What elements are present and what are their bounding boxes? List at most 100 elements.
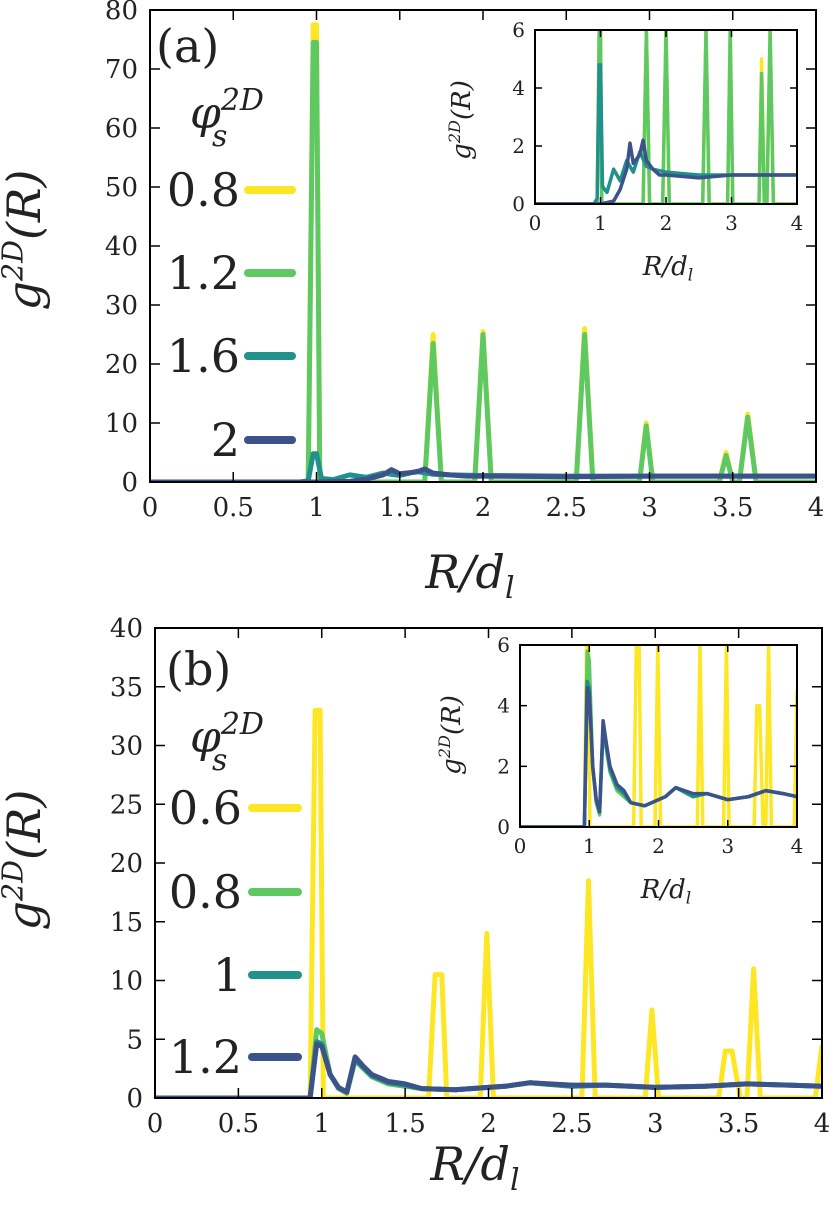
a-main-xtick-label-5: 2.5 bbox=[546, 493, 587, 523]
b-main-series-line-0 bbox=[155, 707, 822, 1098]
a-xlabel-sub: l bbox=[505, 571, 515, 606]
panel-b: 0 0.5 1 1.5 2 2.5 3 3.5 40510152025303540g2D(R)R… bbox=[0, 614, 830, 1198]
a-inset-xtick-label-0: 0 bbox=[529, 211, 542, 235]
b-legend-label-2: 1 bbox=[213, 948, 242, 1002]
b-main-xtick-label-8: 4 bbox=[814, 1109, 831, 1139]
b-ylabel: g2D(R) bbox=[0, 790, 51, 931]
b-main-series-group bbox=[155, 707, 822, 1098]
b-main-ytick-label-7: 35 bbox=[110, 673, 143, 703]
b-legend-title-sup: 2D bbox=[220, 707, 264, 742]
a-legend-title-sup: 2D bbox=[220, 83, 264, 118]
a-panel-label: (a) bbox=[156, 19, 219, 73]
a-inset-xlabel-sub: l bbox=[688, 265, 693, 285]
b-main-xtick-label-4: 2 bbox=[480, 1109, 497, 1139]
b-legend-label-1: 0.8 bbox=[169, 865, 242, 919]
b-main-ytick-label-6: 30 bbox=[110, 732, 143, 762]
b-inset-ytick-label-0: 0 bbox=[497, 815, 510, 839]
a-inset-xtick-label-1: 1 bbox=[594, 211, 607, 235]
b-main-xtick-label-1: 0.5 bbox=[218, 1109, 259, 1139]
b-inset-xtick-label-2: 2 bbox=[652, 834, 665, 858]
b-inset-ytick-label-2: 4 bbox=[497, 694, 510, 718]
b-main-ytick-label-5: 25 bbox=[110, 790, 143, 820]
b-inset-xtick-label-3: 3 bbox=[721, 834, 734, 858]
a-inset-series-line-3 bbox=[535, 138, 797, 204]
a-main-xtick-label-0: 0 bbox=[142, 493, 159, 523]
a-main-xtick-label-1: 0.5 bbox=[213, 493, 254, 523]
b-ylabel-rest: (R) bbox=[0, 790, 51, 861]
b-main-ytick-label-1: 5 bbox=[126, 1025, 143, 1055]
a-inset-series-group bbox=[535, 30, 797, 204]
b-inset-xtick-label-4: 4 bbox=[791, 834, 804, 858]
a-main-series-group bbox=[150, 22, 816, 482]
a-inset-ytick-label-2: 4 bbox=[512, 76, 525, 100]
a-legend-label-0: 0.8 bbox=[167, 163, 240, 217]
b-main-ytick-label-4: 20 bbox=[110, 849, 143, 879]
a-ylabel-sup: 2D bbox=[0, 240, 30, 282]
a-main-ytick-label-8: 80 bbox=[105, 0, 138, 26]
b-inset-series-group bbox=[520, 645, 797, 827]
a-main-xtick-label-6: 3 bbox=[641, 493, 658, 523]
b-inset-ytick-label-1: 2 bbox=[497, 754, 510, 778]
b-inset-xtick-label-0: 0 bbox=[514, 834, 527, 858]
a-inset: 0 1 2 3 4 0 2 4 6 g2D(R) R/dl bbox=[445, 18, 803, 285]
b-main-series-line-3 bbox=[155, 1041, 822, 1098]
b-inset-ylabel: g2D(R) bbox=[435, 695, 467, 775]
a-main-ytick-label-1: 10 bbox=[105, 409, 138, 439]
b-inset-xlabel: R/dl bbox=[640, 875, 691, 908]
a-main-xtick-label-7: 3.5 bbox=[712, 493, 753, 523]
a-inset-ylabel-rest: (R) bbox=[447, 80, 477, 120]
b-legend-title-sub: s bbox=[212, 743, 227, 778]
a-main-ytick-label-5: 50 bbox=[105, 173, 138, 203]
a-inset-ylabel-sup: 2D bbox=[445, 120, 464, 144]
b-main-ytick-label-3: 15 bbox=[110, 908, 143, 938]
a-main-xtick-label-4: 2 bbox=[475, 493, 492, 523]
panel-a: 0 0.5 1 1.5 2 2.5 3 3.5 401020304050607080g2D(R)… bbox=[0, 0, 824, 606]
b-main-xtick-label-5: 2.5 bbox=[551, 1109, 592, 1139]
a-inset-series-line-1 bbox=[535, 30, 797, 204]
a-inset-series-line-2 bbox=[535, 63, 797, 204]
a-inset-ytick-label-0: 0 bbox=[512, 192, 525, 216]
b-legend-label-3: 1.2 bbox=[169, 1030, 242, 1084]
b-main-xtick-label-6: 3 bbox=[647, 1109, 664, 1139]
a-main-ytick-label-2: 20 bbox=[105, 350, 138, 380]
b-xlabel: R/dl bbox=[429, 1137, 519, 1198]
b-main-xtick-label-7: 3.5 bbox=[718, 1109, 759, 1139]
a-legend-label-2: 1.6 bbox=[167, 329, 240, 383]
a-main-ytick-label-4: 40 bbox=[105, 232, 138, 262]
a-main-xtick-label-2: 1 bbox=[308, 493, 325, 523]
b-main-xtick-label-0: 0 bbox=[147, 1109, 164, 1139]
b-panel-label: (b) bbox=[166, 642, 231, 696]
a-legend-label-3: 2 bbox=[211, 413, 240, 467]
a-ylabel-rest: (R) bbox=[0, 170, 51, 241]
b-inset-series-line-0 bbox=[520, 645, 797, 827]
b-main-ytick-label-0: 0 bbox=[126, 1084, 143, 1114]
b-main-xtick-label-3: 1.5 bbox=[384, 1109, 425, 1139]
b-inset-series-line-3 bbox=[520, 685, 797, 827]
a-main-xtick-label-3: 1.5 bbox=[379, 493, 420, 523]
a-legend-label-1: 1.2 bbox=[167, 246, 240, 300]
a-main-ytick-label-3: 30 bbox=[105, 291, 138, 321]
b-main-ytick-label-2: 10 bbox=[110, 967, 143, 997]
a-main-ytick-label-6: 60 bbox=[105, 114, 138, 144]
a-legend-title-sub: s bbox=[212, 119, 227, 154]
b-inset-xlabel-sub: l bbox=[686, 888, 691, 908]
a-inset-ylabel: g2D(R) bbox=[445, 80, 477, 160]
a-main-ytick-label-0: 0 bbox=[121, 468, 138, 498]
a-inset-xtick-label-2: 2 bbox=[660, 211, 673, 235]
a-ylabel: g2D(R) bbox=[0, 170, 51, 311]
a-xlabel: R/dl bbox=[424, 545, 514, 606]
b-inset-ytick-label-3: 6 bbox=[497, 633, 510, 657]
b-main-ytick-label-8: 40 bbox=[110, 614, 143, 644]
a-inset-xlabel: R/dl bbox=[642, 252, 693, 285]
a-inset-ytick-label-3: 6 bbox=[512, 18, 525, 42]
a-inset-xtick-label-4: 4 bbox=[791, 211, 804, 235]
b-xlabel-sub: l bbox=[510, 1163, 520, 1198]
a-inset-ytick-label-1: 2 bbox=[512, 134, 525, 158]
b-inset: 0 1 2 3 4 0 2 4 6 g2D(R) R/dl bbox=[435, 633, 803, 908]
b-legend-label-0: 0.6 bbox=[169, 781, 242, 835]
b-inset-ylabel-rest: (R) bbox=[437, 695, 467, 735]
a-main-series-line-3 bbox=[150, 466, 816, 482]
b-main-xtick-label-2: 1 bbox=[313, 1109, 330, 1139]
b-inset-xtick-label-1: 1 bbox=[583, 834, 596, 858]
